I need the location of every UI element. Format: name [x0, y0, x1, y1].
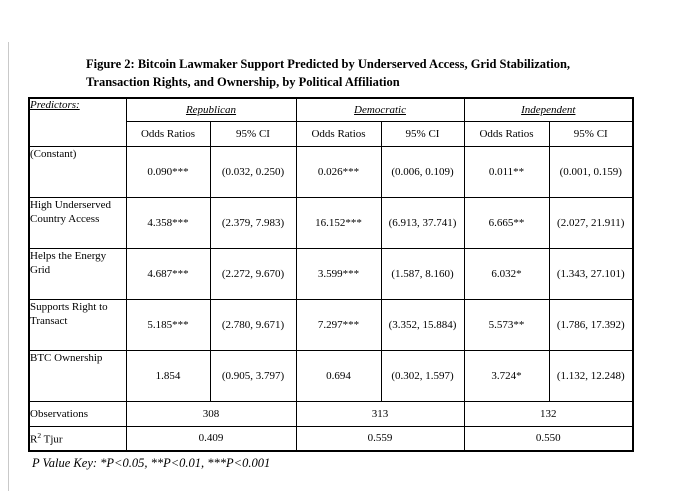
group-header-democratic: Democratic: [295, 97, 465, 122]
table-row-energy-grid: Helps the Energy Grid 4.687*** (2.272, 9…: [28, 247, 634, 300]
ci-value: (1.587, 8.160): [380, 247, 465, 300]
observations-democratic: 313: [295, 400, 465, 427]
summary-label-r2: R2 Tjur: [28, 425, 127, 452]
table-row-btc-ownership: BTC Ownership 1.854 (0.905, 3.797) 0.694…: [28, 349, 634, 402]
ci-value: (0.006, 0.109): [380, 145, 465, 198]
r2-rest: Tjur: [41, 433, 63, 446]
ci-value: (1.132, 12.248): [548, 349, 634, 402]
subheader-ci-democratic: 95% CI: [380, 120, 465, 147]
ci-value: (1.786, 17.392): [548, 298, 634, 351]
odds-ratio-value: 0.011**: [463, 145, 550, 198]
subheader-odds-independent: Odds Ratios: [463, 120, 550, 147]
r2-democratic: 0.559: [295, 425, 465, 452]
group-header-republican: Republican: [125, 97, 297, 122]
odds-ratio-value: 0.026***: [295, 145, 382, 198]
subheader-ci-republican: 95% CI: [209, 120, 297, 147]
ci-value: (0.032, 0.250): [209, 145, 297, 198]
odds-ratio-value: 6.665**: [463, 196, 550, 249]
odds-ratio-value: 0.694: [295, 349, 382, 402]
predictor-label: (Constant): [28, 145, 127, 198]
r2-superscript: 2: [37, 430, 42, 440]
ci-value: (1.343, 27.101): [548, 247, 634, 300]
ci-value: (6.913, 37.741): [380, 196, 465, 249]
odds-ratio-value: 0.090***: [125, 145, 211, 198]
r2-republican: 0.409: [125, 425, 297, 452]
odds-ratio-value: 4.358***: [125, 196, 211, 249]
predictor-label: Helps the Energy Grid: [28, 247, 127, 300]
figure-title-line1: Figure 2: Bitcoin Lawmaker Support Predi…: [86, 57, 571, 71]
table-row-r2-tjur: R2 Tjur 0.409 0.559 0.550: [28, 425, 634, 452]
table-row-right-to-transact: Supports Right to Transact 5.185*** (2.7…: [28, 298, 634, 351]
summary-label: Observations: [28, 400, 127, 427]
ci-value: (2.379, 7.983): [209, 196, 297, 249]
odds-ratio-value: 5.573**: [463, 298, 550, 351]
header-row-groups: Predictors: Republican Democratic Indepe…: [28, 97, 634, 147]
subheader-ci-independent: 95% CI: [548, 120, 634, 147]
regression-results-table: Predictors: Republican Democratic Indepe…: [28, 97, 635, 452]
group-header-independent: Independent: [463, 97, 634, 122]
subheader-odds-democratic: Odds Ratios: [295, 120, 382, 147]
table-row-underserved-access: High Underserved Country Access 4.358***…: [28, 196, 634, 249]
predictor-label: High Underserved Country Access: [28, 196, 127, 249]
odds-ratio-value: 6.032*: [463, 247, 550, 300]
odds-ratio-value: 5.185***: [125, 298, 211, 351]
figure-title-line2: Transaction Rights, and Ownership, by Po…: [86, 75, 400, 89]
subheader-odds-republican: Odds Ratios: [125, 120, 211, 147]
ci-value: (0.905, 3.797): [209, 349, 297, 402]
predictors-header: Predictors:: [28, 97, 127, 147]
ci-value: (2.272, 9.670): [209, 247, 297, 300]
observations-republican: 308: [125, 400, 297, 427]
table-row-observations: Observations 308 313 132: [28, 400, 634, 427]
table-row-constant: (Constant) 0.090*** (0.032, 0.250) 0.026…: [28, 145, 634, 198]
r2-base: R: [30, 433, 38, 446]
predictor-label: Supports Right to Transact: [28, 298, 127, 351]
odds-ratio-value: 1.854: [125, 349, 211, 402]
ci-value: (2.027, 21.911): [548, 196, 634, 249]
odds-ratio-value: 3.599***: [295, 247, 382, 300]
odds-ratio-value: 16.152***: [295, 196, 382, 249]
header-row-subheaders: Odds Ratios 95% CI Odds Ratios 95% CI Od…: [29, 120, 634, 147]
ci-value: (0.001, 0.159): [548, 145, 634, 198]
page-edge-line: [8, 42, 9, 491]
ci-value: (2.780, 9.671): [209, 298, 297, 351]
predictor-label: BTC Ownership: [28, 349, 127, 402]
odds-ratio-value: 4.687***: [125, 247, 211, 300]
odds-ratio-value: 3.724*: [463, 349, 550, 402]
r2-independent: 0.550: [463, 425, 634, 452]
observations-independent: 132: [463, 400, 634, 427]
p-value-key-footnote: P Value Key: *P<0.05, **P<0.01, ***P<0.0…: [32, 456, 271, 470]
figure-title: Figure 2: Bitcoin Lawmaker Support Predi…: [86, 55, 626, 91]
odds-ratio-value: 7.297***: [295, 298, 382, 351]
ci-value: (0.302, 1.597): [380, 349, 465, 402]
ci-value: (3.352, 15.884): [380, 298, 465, 351]
